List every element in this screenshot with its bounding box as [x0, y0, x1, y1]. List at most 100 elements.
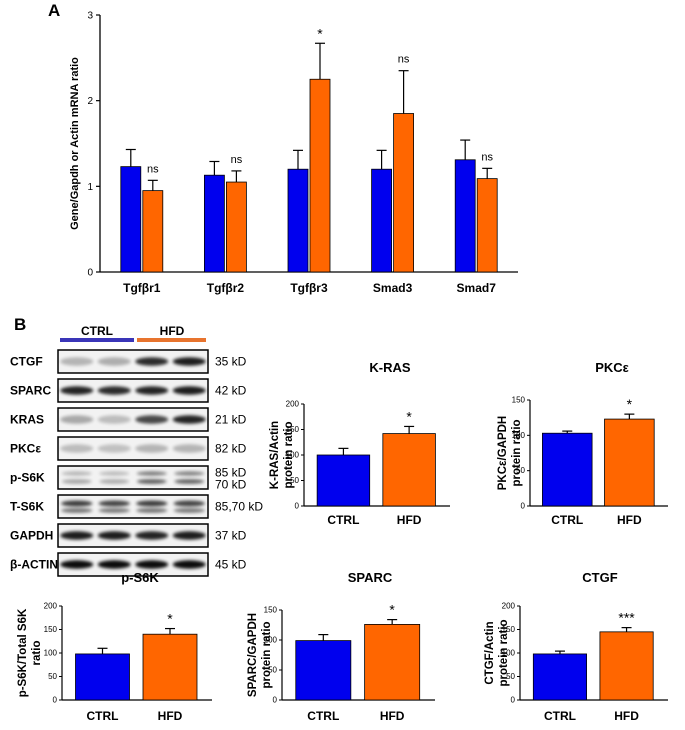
blot-band-2-0 — [60, 415, 94, 424]
pkce-category-ctrl: CTRL — [551, 513, 583, 527]
blot-kd-3: 82 kD — [215, 442, 247, 456]
p-s6k-ytick-label: 200 — [44, 602, 58, 611]
a-bar-ctrl-2 — [287, 168, 309, 273]
blot-band-0-3 — [172, 357, 206, 366]
k-ras-ytick-label: 50 — [290, 476, 299, 485]
sparc-y-axis-title: SPARC/GAPDH protein ratio — [247, 613, 273, 697]
pkce-significance: * — [627, 396, 633, 412]
sparc-significance: * — [389, 602, 395, 618]
blot-band-5-3-a — [173, 500, 205, 507]
a-category-label-0: Tgfβr1 — [123, 281, 161, 295]
pkce-bar-ctrl — [542, 432, 593, 507]
p-s6k-bar-ctrl — [75, 653, 130, 701]
a-significance-0: ns — [147, 163, 159, 175]
blot-label-1: SPARC — [10, 384, 51, 398]
blot-band-0-1 — [97, 357, 131, 366]
k-ras-title: K-RAS — [369, 360, 410, 375]
a-bar-ctrl-0 — [120, 166, 142, 273]
blot-strip-3 — [57, 436, 209, 461]
blot-band-4-2-b — [136, 479, 167, 484]
p-s6k-y-axis-title: p-S6K/Total S6K ratio — [17, 608, 43, 697]
a-bar-hfd-1 — [225, 181, 247, 273]
blot-strip-7 — [57, 552, 209, 577]
blot-band-7-2 — [135, 560, 169, 569]
panel-b-label: B — [14, 315, 26, 334]
k-ras-bar-hfd — [382, 433, 436, 507]
blot-kd-2: 21 kD — [215, 413, 247, 427]
p-s6k-ylabel-line2: ratio — [31, 641, 43, 666]
blot-kd2-4: 70 kD — [215, 478, 247, 492]
sparc-bar-hfd — [364, 624, 421, 701]
a-ytick-label: 0 — [87, 268, 93, 279]
k-ras-category-ctrl: CTRL — [327, 513, 359, 527]
p-s6k-title: p-S6K — [121, 570, 159, 585]
blot-label-4: p-S6K — [10, 471, 45, 485]
sparc-ytick-label: 150 — [264, 606, 278, 615]
blot-band-1-3 — [172, 386, 206, 395]
p-s6k-category-ctrl: CTRL — [87, 709, 119, 723]
pkce-ytick-label: 50 — [516, 466, 525, 475]
blot-kd-1: 42 kD — [215, 384, 247, 398]
sparc-ylabel-line1: SPARC/GAPDH — [247, 613, 259, 697]
blot-band-5-1-b — [98, 508, 130, 513]
blot-band-2-3 — [172, 415, 206, 424]
p-s6k-ytick-label: 50 — [48, 672, 57, 681]
blot-band-2-2 — [135, 415, 169, 424]
blot-band-1-2 — [135, 386, 169, 395]
k-ras-ytick-label: 200 — [286, 400, 300, 409]
pkce-ytick-label: 0 — [521, 502, 526, 511]
ctgf-ytick-label: 200 — [502, 602, 516, 611]
blot-band-7-0 — [60, 560, 94, 569]
a-significance-4: ns — [481, 151, 493, 163]
western-blot: CTRL HFD CTGF 35 kD SPARC 42 kD KRAS 21 kD PKC… — [10, 324, 263, 577]
blot-label-0: CTGF — [10, 355, 43, 369]
pkce-bar-hfd — [604, 418, 655, 507]
pkce-ylabel-line2: protein ratio — [511, 419, 523, 486]
a-bar-ctrl-4 — [454, 159, 476, 273]
a-category-label-1: Tgfβr2 — [207, 281, 245, 295]
ctgf-category-ctrl: CTRL — [544, 709, 576, 723]
blot-band-6-2 — [135, 531, 169, 540]
pkce-title: PKCε — [595, 360, 629, 375]
a-bar-hfd-3 — [393, 113, 415, 273]
blot-strip-0 — [57, 349, 209, 374]
blot-label-2: KRAS — [10, 413, 44, 427]
a-ytick-label: 3 — [87, 11, 93, 22]
blot-band-2-1 — [97, 415, 131, 424]
blot-band-5-0-b — [61, 508, 93, 513]
a-category-label-3: Smad3 — [373, 281, 413, 295]
blot-band-1-0 — [60, 386, 94, 395]
sparc-category-hfd: HFD — [380, 709, 405, 723]
blot-band-5-2-b — [136, 508, 168, 513]
blot-band-4-1-b — [99, 479, 130, 484]
sparc-bar-ctrl — [295, 640, 352, 701]
a-category-label-4: Smad7 — [457, 281, 497, 295]
p-s6k-category-hfd: HFD — [158, 709, 183, 723]
ctgf-bar-ctrl — [532, 653, 588, 701]
ctgf-ytick-label: 150 — [502, 625, 516, 634]
blot-band-3-1 — [97, 444, 131, 453]
a-y-axis-title: Gene/Gapdh or Actin mRNA ratio — [69, 57, 81, 230]
sparc-title: SPARC — [348, 570, 393, 585]
k-ras-category-hfd: HFD — [397, 513, 422, 527]
p-s6k-significance: * — [167, 611, 173, 627]
chart-pkce: PKCε 0 50 100 150 PKCε/GAPDH protein ratio CTRL… — [497, 360, 668, 527]
a-ytick-label: 1 — [87, 182, 93, 193]
blot-band-0-2 — [135, 357, 169, 366]
ctgf-significance: *** — [618, 610, 635, 626]
blot-kd-0: 35 kD — [215, 355, 247, 369]
k-ras-ytick-label: 0 — [295, 502, 300, 511]
ctgf-ylabel-line2: protein ratio — [498, 619, 510, 686]
blot-band-4-3-a — [174, 471, 205, 476]
blot-band-3-0 — [60, 444, 94, 453]
p-s6k-ytick-label: 100 — [44, 649, 58, 658]
sparc-ytick-label: 0 — [273, 696, 278, 705]
pkce-ytick-label: 100 — [512, 431, 526, 440]
ctgf-ylabel-line1: CTGF/Actin — [484, 621, 496, 684]
blot-band-5-1-a — [98, 500, 130, 507]
k-ras-ylabel-line1: K-RAS/Actin — [269, 421, 281, 489]
blot-band-6-3 — [172, 531, 206, 540]
ctgf-bar-hfd — [599, 631, 654, 701]
